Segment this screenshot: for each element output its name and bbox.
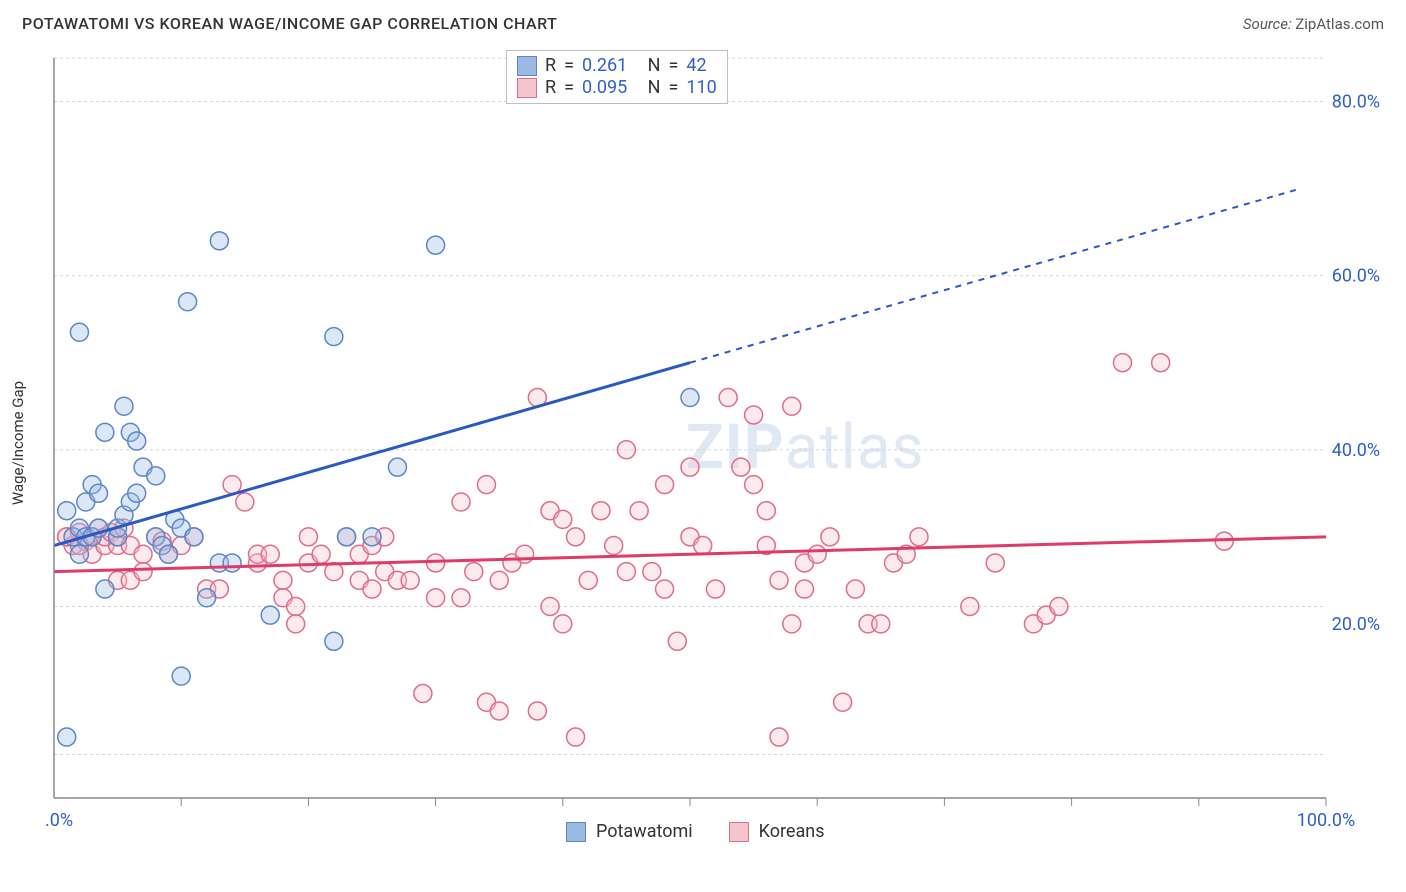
swatch-potawatomi xyxy=(517,56,537,76)
trend-lines xyxy=(54,189,1326,572)
n-value-potawatomi: 42 xyxy=(686,55,706,77)
title-bar: POTAWATOMI VS KOREAN WAGE/INCOME GAP COR… xyxy=(0,0,1406,39)
y-tick-labels: 20.0% 40.0% 60.0% 80.0% xyxy=(1332,92,1380,635)
scatter-points xyxy=(58,232,1234,746)
legend-label-potawatomi: Potawatomi xyxy=(596,821,693,842)
y-axis-label: Wage/Income Gap xyxy=(9,381,27,505)
scatter-chart: ZIPatlas 20.0% 40.0% 60.0% 80.0% 0.0% 100.0% xyxy=(46,48,1386,838)
series-legend: Potawatomi Koreans xyxy=(566,821,824,842)
watermark: ZIPatlas xyxy=(686,411,925,484)
svg-text:60.0%: 60.0% xyxy=(1332,266,1380,287)
swatch-koreans xyxy=(517,78,537,98)
r-value-potawatomi: 0.261 xyxy=(582,55,627,77)
stats-row-koreans: R = 0.095 N = 110 xyxy=(517,77,717,99)
chart-title: POTAWATOMI VS KOREAN WAGE/INCOME GAP COR… xyxy=(22,14,557,33)
legend-item-koreans: Koreans xyxy=(729,821,825,842)
n-label: N xyxy=(648,55,661,77)
source-value: ZipAtlas.com xyxy=(1295,15,1384,33)
legend-item-potawatomi: Potawatomi xyxy=(566,821,693,842)
svg-text:20.0%: 20.0% xyxy=(1332,614,1380,635)
svg-text:0.0%: 0.0% xyxy=(46,810,73,831)
stats-legend: R = 0.261 N = 42 R = 0.095 N = 110 xyxy=(506,50,728,104)
svg-text:80.0%: 80.0% xyxy=(1332,92,1380,113)
stats-row-potawatomi: R = 0.261 N = 42 xyxy=(517,55,717,77)
r-label: R xyxy=(545,55,556,77)
r-value-koreans: 0.095 xyxy=(582,77,627,99)
swatch-potawatomi xyxy=(566,822,586,842)
n-value-koreans: 110 xyxy=(686,77,716,99)
svg-text:100.0%: 100.0% xyxy=(1297,810,1355,831)
source-attribution: Source: ZipAtlas.com xyxy=(1243,15,1384,33)
source-label: Source: xyxy=(1243,15,1292,33)
plot-area: Wage/Income Gap ZIPatlas 20.0%40.0%60.0%… xyxy=(46,48,1386,838)
swatch-koreans xyxy=(729,822,749,842)
legend-label-koreans: Koreans xyxy=(759,821,825,842)
svg-text:40.0%: 40.0% xyxy=(1332,440,1380,461)
